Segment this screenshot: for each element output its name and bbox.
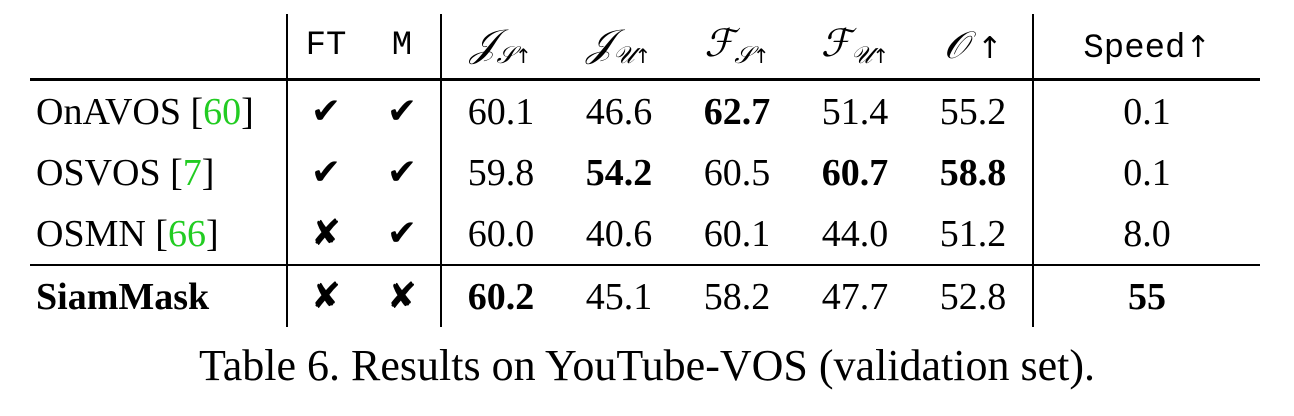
- overall-value: 58.8: [939, 151, 1007, 194]
- header-f-unseen-sub: 𝒰: [850, 42, 873, 69]
- f-seen-value: 58.2: [703, 275, 771, 318]
- f-seen-value: 60.1: [703, 212, 771, 255]
- header-f-seen: ℱ𝒮↑: [678, 14, 796, 80]
- bracket-close: ]: [205, 212, 219, 255]
- j-seen-value: 60.1: [440, 79, 560, 142]
- header-row: FT M 𝒥𝒮↑ 𝒥𝒰↑ ℱ𝒮↑ ℱ𝒰↑ 𝒪 ↑ Speed↑: [30, 14, 1260, 80]
- arrow-up-icon: ↑: [1185, 30, 1211, 65]
- arrow-up-icon: ↑: [515, 43, 532, 68]
- citation-link[interactable]: 7: [182, 151, 202, 194]
- method-name: SiamMask: [36, 275, 210, 318]
- table-row-osvos: OSVOS [7] ✔ ✔ 59.8 54.2 60.5 60.7 58.8 0…: [30, 142, 1260, 203]
- f-unseen-value: 47.7: [821, 275, 889, 318]
- overall-value: 51.2: [939, 212, 1007, 255]
- header-overall-base: 𝒪: [943, 25, 968, 67]
- overall-value: 55.2: [939, 90, 1007, 133]
- method-name: OnAVOS [: [36, 90, 204, 133]
- arrow-up-icon: ↑: [752, 43, 770, 68]
- m-check-icon: ✔: [386, 90, 418, 132]
- bracket-close: ]: [201, 151, 215, 194]
- method-cell: OnAVOS [60]: [30, 80, 287, 143]
- results-table: FT M 𝒥𝒮↑ 𝒥𝒰↑ ℱ𝒮↑ ℱ𝒰↑ 𝒪 ↑ Speed↑: [30, 14, 1260, 327]
- arrow-up-icon: ↑: [977, 31, 1003, 66]
- speed-value: 8.0: [1032, 203, 1260, 265]
- j-unseen-value: 45.1: [585, 275, 653, 318]
- f-unseen-value: 51.4: [821, 90, 889, 133]
- overall-value: 52.8: [939, 275, 1007, 318]
- speed-value: 0.1: [1032, 142, 1260, 203]
- method-cell: OSVOS [7]: [30, 142, 287, 203]
- results-table-container: FT M 𝒥𝒮↑ 𝒥𝒰↑ ℱ𝒮↑ ℱ𝒰↑ 𝒪 ↑ Speed↑: [30, 14, 1266, 327]
- header-f-seen-sub: 𝒮: [734, 42, 753, 69]
- j-seen-value: 60.0: [440, 203, 560, 265]
- ft-check-icon: ✔: [286, 79, 364, 142]
- arrow-up-icon: ↑: [634, 43, 652, 68]
- header-speed: Speed↑: [1032, 14, 1260, 80]
- f-unseen-value: 60.7: [821, 151, 889, 194]
- header-j-unseen-base: 𝒥: [586, 22, 613, 65]
- ft-cross-icon: ✘: [286, 203, 364, 265]
- header-j-unseen-sub: 𝒰: [612, 42, 635, 69]
- header-j-seen-sub: 𝒮: [496, 42, 516, 69]
- header-f-seen-base: ℱ: [704, 22, 735, 65]
- j-unseen-value: 40.6: [585, 212, 653, 255]
- header-f-unseen-base: ℱ: [820, 22, 851, 65]
- citation-link[interactable]: 60: [203, 90, 242, 133]
- arrow-up-icon: ↑: [872, 43, 890, 68]
- m-check-icon: ✔: [386, 151, 418, 193]
- table-row-siammask: SiamMask ✘ ✘ 60.2 45.1 58.2 47.7 52.8 55: [30, 265, 1260, 327]
- header-ft: FT: [286, 14, 364, 80]
- citation-link[interactable]: 66: [167, 212, 206, 255]
- f-unseen-value: 44.0: [821, 212, 889, 255]
- m-check-icon: ✔: [386, 212, 418, 254]
- header-overall: 𝒪 ↑: [914, 14, 1033, 80]
- method-name: OSMN [: [36, 212, 168, 255]
- ft-check-icon: ✔: [286, 142, 364, 203]
- j-seen-value: 60.2: [440, 265, 560, 327]
- table-caption: Table 6. Results on YouTube-VOS (validat…: [198, 341, 1096, 390]
- header-j-unseen: 𝒥𝒰↑: [560, 14, 678, 80]
- header-j-seen-base: 𝒥: [470, 22, 497, 65]
- header-method: [30, 14, 287, 80]
- f-seen-value: 62.7: [703, 90, 771, 133]
- j-seen-value: 59.8: [440, 142, 560, 203]
- f-seen-value: 60.5: [703, 151, 771, 194]
- speed-value: 55: [1032, 265, 1260, 327]
- header-f-unseen: ℱ𝒰↑: [796, 14, 914, 80]
- method-name: OSVOS [: [36, 151, 183, 194]
- header-speed-label: Speed: [1083, 30, 1186, 68]
- m-cross-icon: ✘: [386, 275, 418, 317]
- header-m: M: [391, 27, 413, 65]
- table-row-osmn: OSMN [66] ✘ ✔ 60.0 40.6 60.1 44.0 51.2 8…: [30, 203, 1260, 265]
- method-cell: OSMN [66]: [30, 203, 287, 265]
- speed-value: 0.1: [1032, 79, 1260, 142]
- ft-cross-icon: ✘: [286, 265, 364, 327]
- table-row-onavos: OnAVOS [60] ✔ ✔ 60.1 46.6 62.7 51.4 55.2…: [30, 79, 1260, 143]
- header-j-seen: 𝒥𝒮↑: [440, 14, 560, 80]
- j-unseen-value: 54.2: [585, 151, 653, 194]
- bracket-close: ]: [241, 90, 254, 133]
- method-cell: SiamMask: [30, 265, 287, 327]
- j-unseen-value: 46.6: [585, 90, 653, 133]
